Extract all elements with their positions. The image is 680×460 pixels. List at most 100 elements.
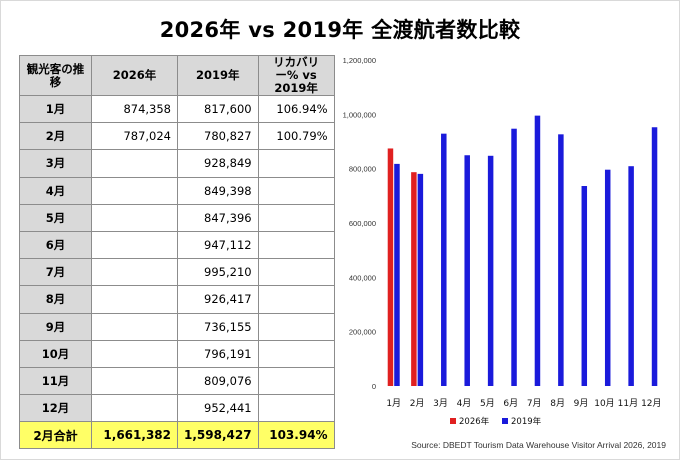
header-2019: 2019年: [177, 55, 259, 96]
recovery-cell: [257, 230, 335, 260]
table-row: 7月 995,210: [19, 258, 335, 287]
bar-2026-2: [411, 172, 417, 386]
value-2019-cell: 928,849: [177, 149, 259, 178]
y-tick-label: 1,200,000: [343, 56, 376, 65]
table-row: 10月 796,191: [19, 339, 335, 368]
table-row: 12月 952,441: [19, 394, 335, 423]
x-tick-label: 9月: [574, 398, 589, 409]
y-tick-label: 200,000: [349, 328, 376, 337]
legend-swatch-2026: [450, 418, 456, 424]
table-row: 2月 787,024 780,827 100.79%: [19, 122, 335, 151]
x-tick-label: 5月: [480, 398, 495, 409]
visitor-bar-chart: 0 200,000 400,000 600,000 800,000 1,000,000 1,…: [343, 56, 662, 427]
value-2019-cell: 952,441: [177, 394, 259, 423]
recovery-cell: [257, 203, 335, 232]
value-2019-cell: 995,210: [177, 258, 259, 287]
value-2026-cell: [91, 203, 178, 232]
recovery-cell: [257, 394, 335, 423]
value-2019-cell: 926,417: [177, 285, 259, 314]
x-tick-label: 7月: [527, 398, 542, 409]
month-cell: 6月: [19, 230, 92, 260]
month-cell: 4月: [19, 176, 92, 205]
bar-2019-12: [651, 127, 658, 386]
bar-2019-10: [604, 169, 611, 386]
value-2026-cell: [91, 230, 178, 260]
bar-2019-11: [628, 166, 634, 386]
month-cell: 7月: [19, 258, 92, 287]
bar-2019-4: [464, 155, 470, 386]
value-2026-cell: [91, 394, 178, 423]
y-tick-label: 400,000: [349, 273, 376, 282]
recovery-cell: [257, 339, 335, 368]
value-2026-cell: 787,024: [91, 122, 178, 151]
legend-label-2019: 2019年: [511, 416, 542, 427]
table-row: 1月 874,358 817,600 106.94%: [19, 94, 335, 124]
value-2019-cell: 817,600: [177, 94, 259, 124]
value-2019-cell: 736,155: [177, 312, 259, 341]
month-cell: 2月: [19, 122, 92, 151]
bar-2019-8: [558, 134, 564, 386]
value-2019-cell: 849,398: [177, 176, 259, 205]
recovery-cell: [257, 312, 335, 341]
y-tick-label: 800,000: [349, 165, 376, 174]
value-2026-cell: [91, 339, 178, 368]
bar-2019-7: [534, 115, 541, 386]
page-title: 2026年 vs 2019年 全渡航者数比較: [159, 18, 521, 42]
recovery-cell: [257, 258, 335, 287]
value-2019-cell: 847,396: [177, 203, 259, 232]
table-total-row: 2月合計 1,661,382 1,598,427 103.94%: [19, 421, 335, 450]
recovery-cell: 103.94%: [257, 421, 335, 450]
recovery-cell: [257, 149, 335, 178]
source-note: Source: DBEDT Tourism Data Warehouse Vis…: [411, 440, 666, 450]
table-row: 8月 926,417: [19, 285, 335, 314]
value-2026-cell: 874,358: [91, 94, 178, 124]
recovery-cell: [257, 176, 335, 205]
month-cell: 2月合計: [19, 421, 92, 450]
value-2026-cell: [91, 366, 178, 396]
value-2026-cell: [91, 176, 178, 205]
header-2026: 2026年: [91, 55, 178, 96]
x-tick-label: 6月: [503, 398, 518, 409]
x-tick-label: 11月: [618, 398, 638, 409]
value-2026-cell: 1,661,382: [91, 421, 178, 450]
bar-2019-3: [441, 133, 447, 386]
legend-swatch-2019: [502, 418, 508, 424]
bar-2019-9: [581, 186, 588, 386]
table-row: 4月 849,398: [19, 176, 335, 205]
month-cell: 3月: [19, 149, 92, 178]
value-2019-cell: 809,076: [177, 366, 259, 396]
value-2019-cell: 796,191: [177, 339, 259, 368]
bar-2019-5: [487, 155, 494, 386]
recovery-cell: [257, 366, 335, 396]
x-tick-label: 2月: [410, 398, 425, 409]
x-tick-label: 12月: [641, 398, 661, 409]
recovery-cell: [257, 285, 335, 314]
month-cell: 1月: [19, 94, 92, 124]
legend-label-2026: 2026年: [459, 416, 490, 427]
y-tick-label: 600,000: [349, 219, 376, 228]
table-row: 5月 847,396: [19, 203, 335, 232]
value-2019-cell: 1,598,427: [177, 421, 259, 450]
x-tick-label: 8月: [550, 398, 565, 409]
month-cell: 5月: [19, 203, 92, 232]
table-row: 11月 809,076: [19, 366, 335, 396]
x-tick-label: 10月: [594, 398, 614, 409]
y-tick-label: 1,000,000: [343, 110, 376, 119]
value-2026-cell: [91, 285, 178, 314]
bar-2019-6: [511, 128, 517, 386]
month-cell: 11月: [19, 366, 92, 396]
x-tick-label: 3月: [433, 398, 448, 409]
table-row: 9月 736,155: [19, 312, 335, 341]
bar-2026-1: [387, 148, 394, 386]
x-tick-label: 4月: [457, 398, 472, 409]
header-recovery: リカバリー% vs 2019年: [257, 55, 335, 96]
table-row: 3月 928,849: [19, 149, 335, 178]
value-2019-cell: 947,112: [177, 230, 259, 260]
bar-2019-1: [394, 163, 400, 386]
month-cell: 10月: [19, 339, 92, 368]
table-row: 6月 947,112: [19, 230, 335, 260]
y-tick-label: 0: [372, 382, 376, 391]
value-2026-cell: [91, 149, 178, 178]
value-2019-cell: 780,827: [177, 122, 259, 151]
table-header-row: 観光客の推移 2026年 2019年 リカバリー% vs 2019年: [19, 55, 335, 96]
